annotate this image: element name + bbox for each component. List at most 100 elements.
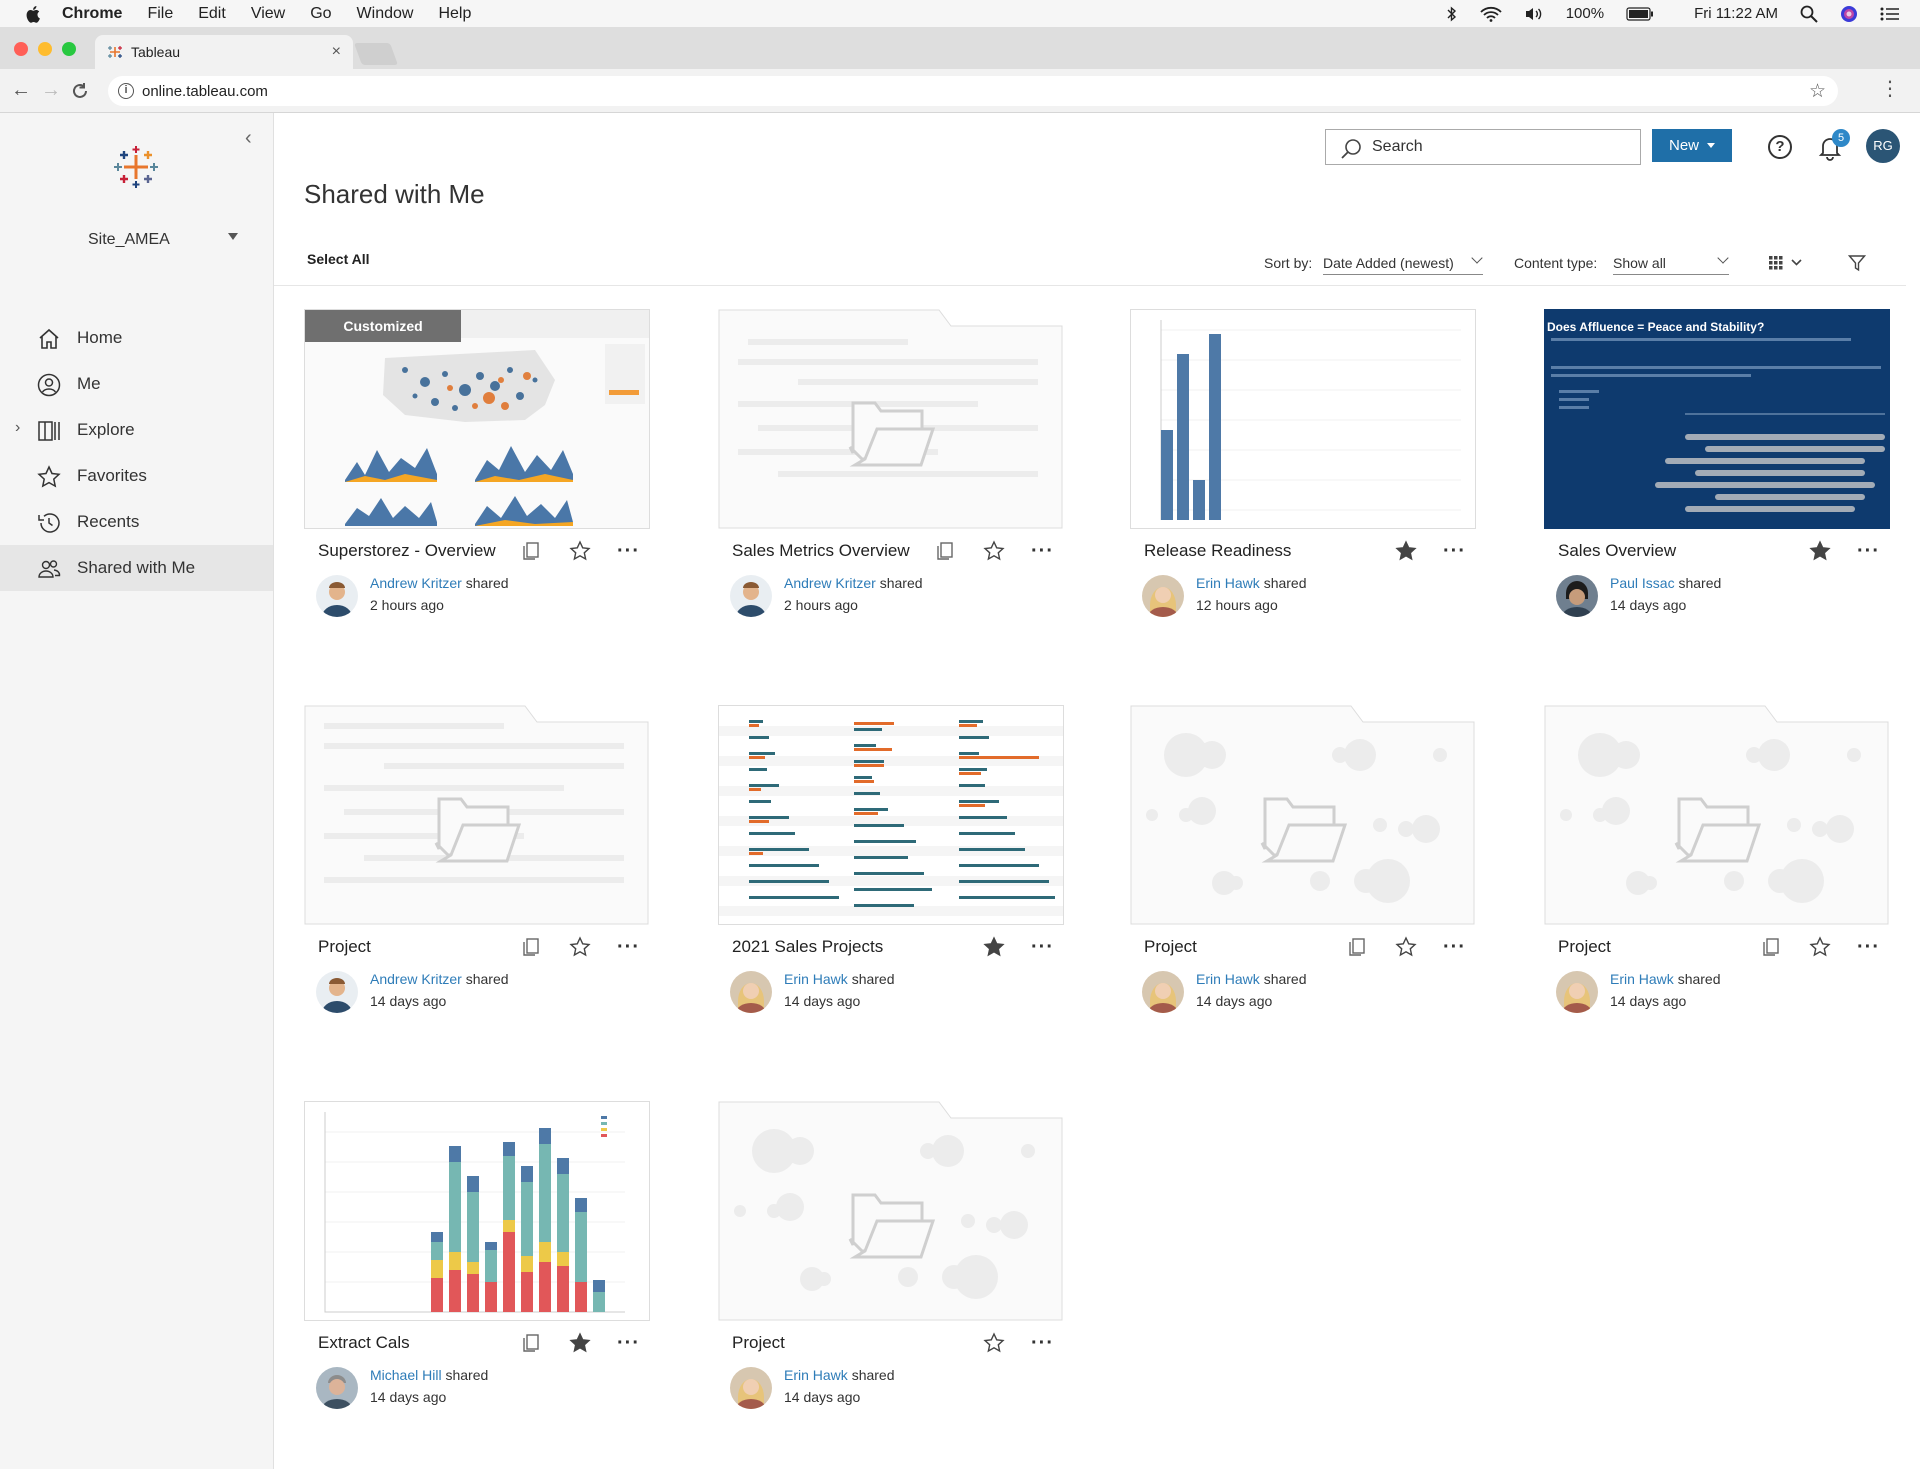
content-card[interactable]: Release Readiness ··· Erin Hawk shared 1… <box>1130 309 1480 639</box>
forward-icon[interactable]: → <box>41 79 61 101</box>
more-options-icon[interactable]: ··· <box>1857 540 1880 562</box>
card-thumbnail[interactable] <box>718 309 1064 529</box>
owner-name[interactable]: Erin Hawk shared <box>1196 575 1307 591</box>
favorite-star-filled-icon[interactable] <box>1395 540 1417 562</box>
card-thumbnail[interactable] <box>1130 309 1476 529</box>
favorite-star-filled-icon[interactable] <box>569 1332 591 1354</box>
clock[interactable]: Fri 11:22 AM <box>1694 5 1778 22</box>
copy-icon[interactable] <box>521 936 543 958</box>
more-options-icon[interactable]: ··· <box>1857 936 1880 958</box>
content-card[interactable]: 2021 Sales Projects ··· Erin Hawk shared… <box>718 705 1068 1035</box>
card-title[interactable]: Project <box>318 937 371 956</box>
more-options-icon[interactable]: ··· <box>617 540 640 562</box>
address-bar[interactable]: i online.tableau.com ☆ <box>108 76 1838 106</box>
menu-chrome[interactable]: Chrome <box>62 4 123 22</box>
wifi-icon[interactable] <box>1480 6 1502 22</box>
owner-name[interactable]: Michael Hill shared <box>370 1367 489 1383</box>
expand-chevron-icon[interactable]: › <box>15 419 21 436</box>
menu-file[interactable]: File <box>147 4 174 22</box>
more-options-icon[interactable]: ··· <box>1443 936 1466 958</box>
content-card[interactable]: Project ··· Erin Hawk shared 14 days ago <box>1544 705 1894 1035</box>
window-close-button[interactable] <box>14 42 28 56</box>
browser-menu-icon[interactable]: ⋮ <box>1880 78 1900 100</box>
content-card[interactable]: Project ··· Erin Hawk shared 14 days ago <box>1130 705 1480 1035</box>
more-options-icon[interactable]: ··· <box>1443 540 1466 562</box>
bookmark-star-icon[interactable]: ☆ <box>1808 81 1826 102</box>
window-minimize-button[interactable] <box>38 42 52 56</box>
new-button[interactable]: New <box>1652 129 1732 162</box>
sidebar-item-shared-with-me[interactable]: Shared with Me <box>0 545 273 591</box>
select-all-button[interactable]: Select All <box>307 251 370 267</box>
favorite-star-icon[interactable] <box>569 936 591 958</box>
tab-close-icon[interactable]: × <box>331 43 341 60</box>
card-title[interactable]: Extract Cals <box>318 1333 410 1352</box>
more-options-icon[interactable]: ··· <box>1031 936 1054 958</box>
card-title[interactable]: Project <box>732 1333 785 1352</box>
user-avatar[interactable]: RG <box>1866 129 1900 163</box>
favorite-star-icon[interactable] <box>1395 936 1417 958</box>
favorite-star-icon[interactable] <box>983 1332 1005 1354</box>
menu-help[interactable]: Help <box>438 4 472 22</box>
content-type-select[interactable]: Show all <box>1613 251 1729 275</box>
content-card[interactable]: Project ··· Andrew Kritzer shared 14 day… <box>304 705 654 1035</box>
sidebar-item-home[interactable]: Home <box>0 315 273 361</box>
owner-name[interactable]: Paul Issac shared <box>1610 575 1722 591</box>
sidebar-item-me[interactable]: Me <box>0 361 273 407</box>
owner-name[interactable]: Andrew Kritzer shared <box>370 575 509 591</box>
siri-icon[interactable] <box>1840 5 1858 23</box>
owner-name[interactable]: Andrew Kritzer shared <box>784 575 923 591</box>
browser-tab[interactable]: Tableau × <box>95 35 353 69</box>
card-thumbnail[interactable]: Does Affluence = Peace and Stability? <box>1544 309 1890 529</box>
menu-window[interactable]: Window <box>356 4 414 22</box>
new-tab-button[interactable] <box>353 43 399 65</box>
battery-icon[interactable] <box>1626 6 1654 21</box>
favorite-star-icon[interactable] <box>569 540 591 562</box>
card-thumbnail[interactable] <box>1130 705 1476 925</box>
card-title[interactable]: Sales Metrics Overview <box>732 541 910 560</box>
search-input[interactable]: Search <box>1325 129 1641 165</box>
card-thumbnail[interactable]: Customized <box>304 309 650 529</box>
notification-center-icon[interactable] <box>1880 6 1900 22</box>
card-thumbnail[interactable] <box>304 705 650 925</box>
url-text[interactable]: online.tableau.com <box>142 82 268 100</box>
site-selector[interactable]: Site_AMEA <box>88 231 238 249</box>
copy-icon[interactable] <box>935 540 957 562</box>
card-title[interactable]: Project <box>1558 937 1611 956</box>
collapse-sidebar-icon[interactable]: ‹ <box>245 127 252 149</box>
reload-icon[interactable] <box>66 81 96 101</box>
sort-select[interactable]: Date Added (newest) <box>1323 251 1483 275</box>
grid-view-icon[interactable] <box>1766 253 1806 273</box>
filter-icon[interactable] <box>1848 254 1866 272</box>
volume-icon[interactable] <box>1524 6 1544 22</box>
copy-icon[interactable] <box>1347 936 1369 958</box>
site-caret-icon[interactable] <box>228 233 238 240</box>
favorite-star-filled-icon[interactable] <box>983 936 1005 958</box>
site-info-icon[interactable]: i <box>118 83 134 99</box>
more-options-icon[interactable]: ··· <box>617 936 640 958</box>
card-thumbnail[interactable] <box>718 705 1064 925</box>
content-card[interactable]: Project ··· Erin Hawk shared 14 days ago <box>718 1101 1068 1431</box>
owner-name[interactable]: Erin Hawk shared <box>784 971 895 987</box>
card-title[interactable]: Release Readiness <box>1144 541 1292 560</box>
card-thumbnail[interactable] <box>304 1101 650 1321</box>
copy-icon[interactable] <box>521 1332 543 1354</box>
sidebar-item-favorites[interactable]: Favorites <box>0 453 273 499</box>
owner-name[interactable]: Erin Hawk shared <box>784 1367 895 1383</box>
bluetooth-icon[interactable] <box>1446 5 1458 22</box>
window-zoom-button[interactable] <box>62 42 76 56</box>
apple-icon[interactable] <box>24 4 44 24</box>
card-title[interactable]: Sales Overview <box>1558 541 1677 560</box>
owner-name[interactable]: Erin Hawk shared <box>1610 971 1721 987</box>
back-icon[interactable]: ← <box>11 79 31 101</box>
favorite-star-icon[interactable] <box>1809 936 1831 958</box>
copy-icon[interactable] <box>1761 936 1783 958</box>
card-title[interactable]: 2021 Sales Projects <box>732 937 884 956</box>
content-card[interactable]: Customized Superstorez - Overview ··· An… <box>304 309 654 639</box>
menu-go[interactable]: Go <box>310 4 332 22</box>
sidebar-item-recents[interactable]: Recents <box>0 499 273 545</box>
content-card[interactable]: Does Affluence = Peace and Stability? Sa… <box>1544 309 1894 639</box>
content-card[interactable]: Sales Metrics Overview ··· Andrew Kritze… <box>718 309 1068 639</box>
card-thumbnail[interactable] <box>1544 705 1890 925</box>
more-options-icon[interactable]: ··· <box>617 1332 640 1354</box>
help-icon[interactable]: ? <box>1768 135 1792 159</box>
